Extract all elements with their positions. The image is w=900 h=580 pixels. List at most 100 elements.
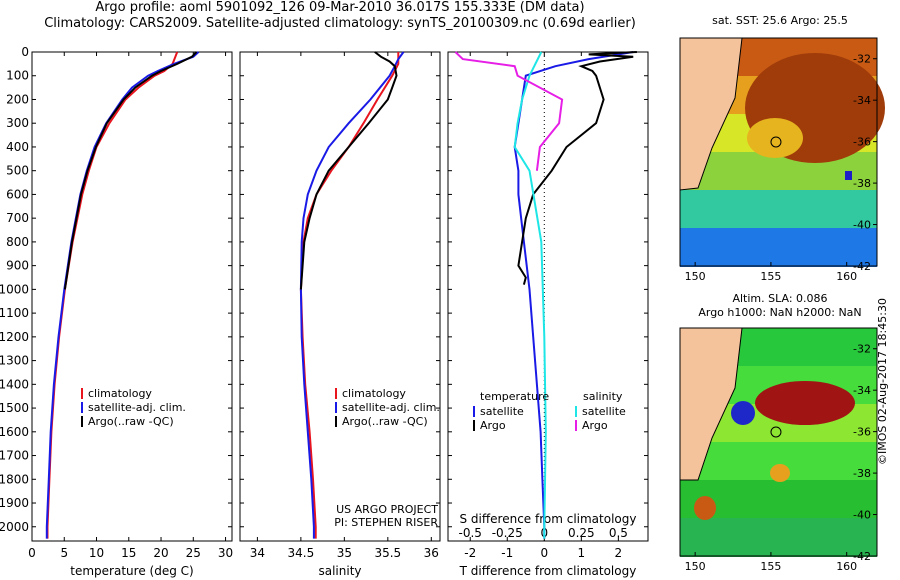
x-tick-label: 5 bbox=[60, 546, 68, 560]
x-tick-label: 34.5 bbox=[288, 546, 315, 560]
sst-map bbox=[679, 37, 885, 267]
plot-frame-salinity bbox=[239, 51, 441, 542]
sea-band bbox=[680, 228, 877, 267]
x-tick-label: 35.5 bbox=[374, 546, 401, 560]
series-line-temperature-0 bbox=[46, 51, 179, 539]
series-line-differences-1 bbox=[517, 51, 637, 285]
x-tick-label: 0 bbox=[540, 546, 548, 560]
header-line-1: Argo profile: aoml 5901092_126 09-Mar-20… bbox=[95, 0, 585, 15]
depth-tick-label: 500 bbox=[6, 164, 29, 178]
series-line-salinity-0 bbox=[299, 52, 400, 539]
depth-tick-label: 100 bbox=[6, 69, 29, 83]
series-line-temperature-2 bbox=[63, 51, 198, 290]
lat-tick-label: -32 bbox=[853, 53, 871, 66]
lat-tick-label: -34 bbox=[853, 384, 871, 397]
x-tick-label: -1 bbox=[501, 546, 513, 560]
legend-label: satellite bbox=[480, 405, 524, 418]
depth-tick-label: 1500 bbox=[0, 401, 29, 415]
depth-tick-label: 800 bbox=[6, 235, 29, 249]
depth-tick-label: 300 bbox=[6, 116, 29, 130]
depth-tick-label: 1400 bbox=[0, 377, 29, 391]
depth-tick-label: 600 bbox=[6, 187, 29, 201]
depth-tick-label: 1100 bbox=[0, 306, 29, 320]
x-tick-label: 0 bbox=[28, 546, 36, 560]
plot-frame-differences bbox=[447, 51, 649, 542]
credit-label: PI: STEPHEN RISER bbox=[334, 516, 438, 529]
lat-tick-label: -40 bbox=[853, 509, 871, 522]
legend-label: satellite bbox=[582, 405, 626, 418]
x-tick-label: 25 bbox=[186, 546, 201, 560]
plot-frame-temperature bbox=[31, 51, 233, 542]
x-tick-label: 35 bbox=[337, 546, 352, 560]
depth-tick-label: 1900 bbox=[0, 496, 29, 510]
x-axis-label: salinity bbox=[318, 564, 361, 578]
depth-tick-label: 400 bbox=[6, 140, 29, 154]
sea-band bbox=[680, 152, 877, 191]
sla-low bbox=[731, 401, 755, 425]
x2-tick-label: -0.5 bbox=[459, 526, 482, 540]
x-tick-label: 1 bbox=[578, 546, 586, 560]
depth-tick-label: 700 bbox=[6, 211, 29, 225]
sla-high bbox=[755, 381, 855, 425]
x-tick-label: 34 bbox=[250, 546, 265, 560]
sea-band bbox=[680, 190, 877, 229]
lat-tick-label: -38 bbox=[853, 177, 871, 190]
x2-tick-label: -0.25 bbox=[492, 526, 523, 540]
x-tick-label: 20 bbox=[153, 546, 168, 560]
legend-label: climatology bbox=[88, 387, 152, 400]
credit-label: US ARGO PROJECT bbox=[336, 503, 438, 516]
lon-tick-label: 155 bbox=[760, 560, 781, 573]
legend-label: Argo(..raw -QC) bbox=[342, 415, 428, 428]
lat-tick-label: -36 bbox=[853, 136, 871, 149]
depth-tick-label: 1200 bbox=[0, 330, 29, 344]
lon-tick-label: 150 bbox=[685, 560, 706, 573]
legend-header: salinity bbox=[583, 390, 623, 403]
imos-credit: ©IMOS 02-Aug-2017 18:45:30 bbox=[876, 298, 889, 465]
sla-map-title-2: Argo h1000: NaN h2000: NaN bbox=[698, 306, 862, 319]
lon-tick-label: 160 bbox=[836, 270, 857, 283]
sea-band bbox=[680, 518, 877, 557]
x2-tick-label: 0.5 bbox=[609, 526, 628, 540]
depth-tick-label: 900 bbox=[6, 259, 29, 273]
x2-axis-label: S difference from climatology bbox=[460, 512, 637, 526]
depth-tick-label: 1800 bbox=[0, 472, 29, 486]
x2-tick-label: 0.25 bbox=[568, 526, 595, 540]
lat-tick-label: -40 bbox=[853, 219, 871, 232]
x-tick-label: 10 bbox=[89, 546, 104, 560]
x-tick-label: 30 bbox=[218, 546, 233, 560]
figure-header: Argo profile: aoml 5901092_126 09-Mar-20… bbox=[0, 0, 680, 32]
sla-map bbox=[679, 327, 878, 557]
series-line-temperature-1 bbox=[45, 51, 200, 539]
lat-tick-label: -42 bbox=[853, 260, 871, 273]
sst-cold-pixel bbox=[845, 171, 852, 180]
lon-tick-label: 155 bbox=[760, 270, 781, 283]
x-tick-label: 36 bbox=[424, 546, 439, 560]
legend-label: satellite-adj. clim. bbox=[88, 401, 186, 414]
argo-position-marker bbox=[770, 426, 782, 438]
series-line-differences-2 bbox=[513, 51, 547, 539]
x-tick-label: 15 bbox=[121, 546, 136, 560]
depth-tick-label: 1600 bbox=[0, 425, 29, 439]
depth-tick-label: 1000 bbox=[0, 282, 29, 296]
map-frame bbox=[679, 327, 878, 557]
lat-tick-label: -32 bbox=[853, 343, 871, 356]
depth-tick-label: 1300 bbox=[0, 354, 29, 368]
legend-label: Argo bbox=[582, 419, 608, 432]
x-axis-label: temperature (deg C) bbox=[70, 564, 193, 578]
series-line-differences-0 bbox=[513, 51, 634, 539]
depth-tick-label: 2000 bbox=[0, 520, 29, 534]
argo-position-marker bbox=[770, 136, 782, 148]
series-line-salinity-2 bbox=[299, 51, 398, 290]
depth-tick-label: 0 bbox=[21, 45, 29, 59]
header-line-2: Climatology: CARS2009. Satellite-adjuste… bbox=[44, 16, 636, 31]
x-tick-label: -2 bbox=[464, 546, 476, 560]
sst-patch bbox=[747, 118, 803, 158]
lat-tick-label: -34 bbox=[853, 94, 871, 107]
map-frame bbox=[679, 37, 878, 267]
sst-map-title: sat. SST: 25.6 Argo: 25.5 bbox=[712, 14, 848, 27]
lat-tick-label: -36 bbox=[853, 426, 871, 439]
sla-patch bbox=[770, 464, 790, 482]
depth-tick-label: 1700 bbox=[0, 449, 29, 463]
series-line-salinity-1 bbox=[299, 51, 405, 539]
